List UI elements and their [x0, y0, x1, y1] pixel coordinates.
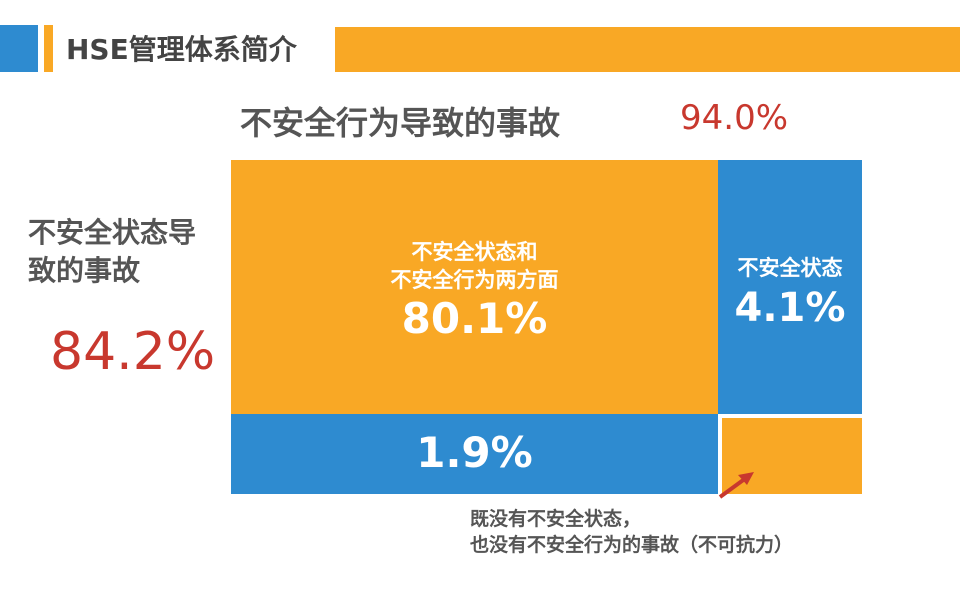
- header-block: [0, 25, 38, 72]
- top-label: 不安全行为导致的事故: [240, 104, 561, 142]
- cell-value: 1.9%: [416, 428, 533, 477]
- cell-both: 不安全状态和 不安全行为两方面 80.1%: [231, 160, 718, 414]
- cell-value: 80.1%: [401, 294, 548, 343]
- note-line: 也没有不安全行为的事故（不可抗力）: [470, 534, 794, 556]
- cell-label-line: 不安全状态和: [411, 240, 538, 264]
- header-bar: [335, 27, 960, 72]
- arrow: [718, 472, 754, 499]
- note: 既没有不安全状态， 也没有不安全行为的事故（不可抗力）: [470, 506, 793, 558]
- left-label-line: 不安全状态导: [28, 216, 197, 249]
- left-label: 不安全状态导 致的事故: [28, 214, 196, 290]
- note-line: 既没有不安全状态，: [470, 508, 642, 530]
- header-title: HSE管理体系简介: [66, 33, 297, 66]
- header-accent: [44, 25, 53, 72]
- left-value: 84.2%: [50, 322, 216, 382]
- cell-value: 4.1%: [734, 285, 846, 331]
- cell-label: 不安全状态: [737, 256, 843, 280]
- cell-label-line: 不安全行为两方面: [390, 268, 559, 292]
- cell-behavior: 1.9%: [231, 414, 718, 494]
- top-value: 94.0%: [680, 98, 789, 138]
- cell-state: 不安全状态 4.1%: [718, 160, 862, 414]
- left-label-line: 致的事故: [28, 254, 141, 287]
